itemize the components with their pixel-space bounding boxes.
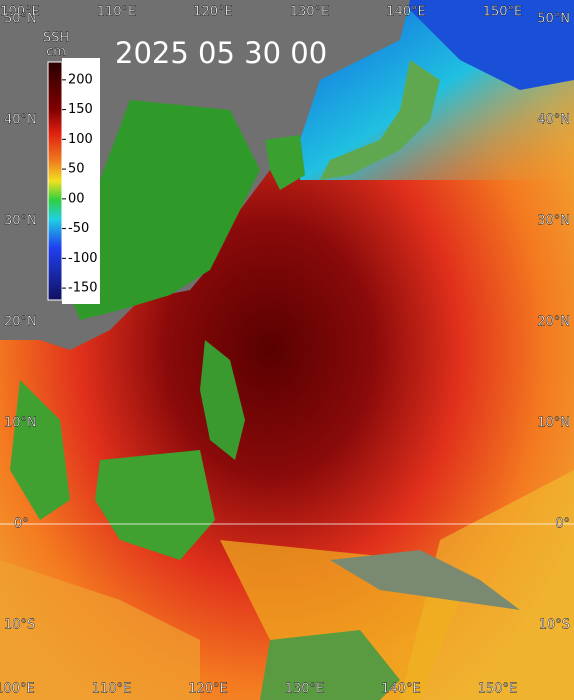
lat-label: 10°S	[539, 618, 570, 633]
lon-label: 140°E	[386, 5, 426, 20]
lat-label: 10°N	[4, 416, 37, 431]
lon-label: 130°E	[285, 682, 325, 697]
lon-label: 150°E	[478, 682, 518, 697]
lon-label: 130°E	[290, 5, 330, 20]
lon-label: 110°E	[97, 5, 137, 20]
lon-label: 100°E	[0, 5, 40, 20]
colorbar-tick-label: -100	[68, 251, 98, 266]
lat-label: 0°	[14, 517, 29, 532]
colorbar-label: SSH	[43, 31, 69, 46]
lat-label: 0°	[555, 517, 570, 532]
lat-label: 30°N	[4, 214, 37, 229]
colorbar-tick-label: 50	[68, 162, 85, 177]
lat-label: 50°N	[4, 12, 37, 27]
lon-label: 120°E	[193, 5, 233, 20]
lat-label: 30°N	[537, 214, 570, 229]
lat-label: 40°N	[4, 113, 37, 128]
lat-label: 20°N	[537, 315, 570, 330]
colorbar-unit: cm	[46, 45, 66, 60]
lon-label: 100°E	[0, 682, 35, 697]
map-title: 2025 05 30 00	[115, 36, 327, 70]
colorbar-tick-label: 150	[68, 102, 93, 117]
lat-label: 20°N	[4, 315, 37, 330]
colorbar-label-panel	[62, 58, 100, 304]
colorbar-tick-label: -150	[68, 281, 98, 296]
lat-label: 50°N	[537, 12, 570, 27]
colorbar-tick-label: 00	[68, 191, 85, 206]
lat-label: 10°N	[537, 416, 570, 431]
colorbar-tick-label: 100	[68, 132, 93, 147]
lon-label: 150°E	[483, 5, 523, 20]
lon-label: 140°E	[381, 682, 421, 697]
colorbar-tick-label: 200	[68, 72, 93, 87]
colorbar-tick-label: -50	[68, 221, 89, 236]
lat-label: 10°S	[4, 618, 35, 633]
lon-label: 110°E	[92, 682, 132, 697]
lat-label: 40°N	[537, 113, 570, 128]
lon-label: 120°E	[188, 682, 228, 697]
colorbar	[47, 61, 63, 301]
land	[0, 0, 520, 700]
